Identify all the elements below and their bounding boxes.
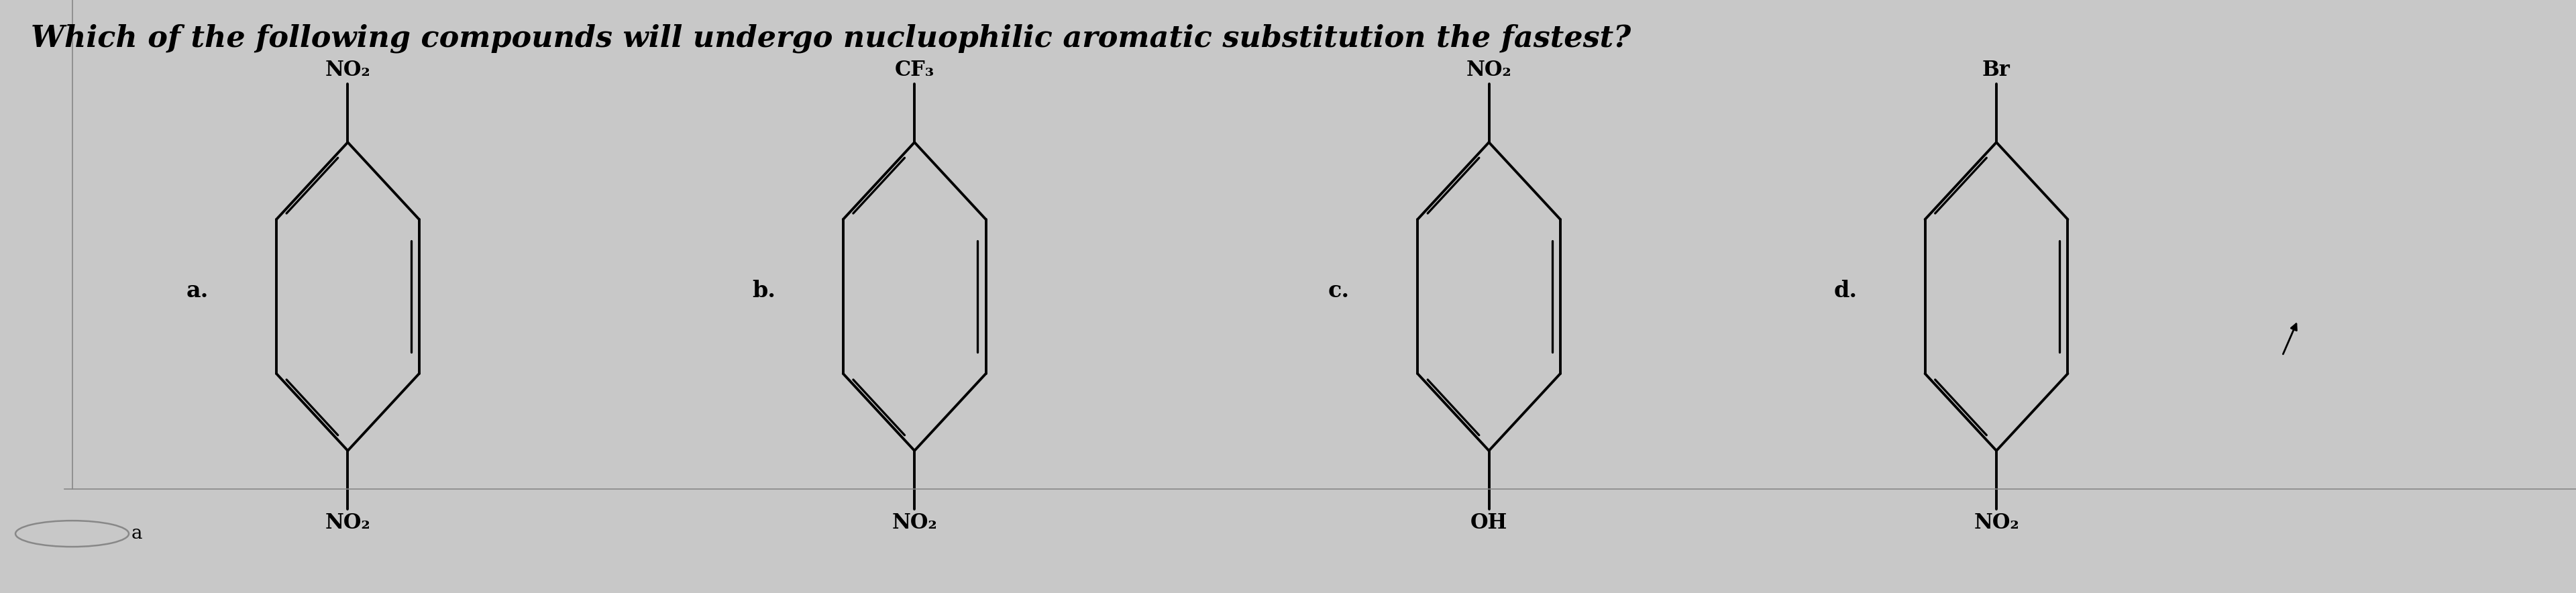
Text: Br: Br <box>1984 60 2009 81</box>
Text: a: a <box>131 525 142 543</box>
Text: OH: OH <box>1471 512 1507 533</box>
Text: Which of the following compounds will undergo nucluophilic aromatic substitution: Which of the following compounds will un… <box>31 24 1631 53</box>
Text: NO₂: NO₂ <box>1973 512 2020 533</box>
Text: NO₂: NO₂ <box>325 60 371 81</box>
Text: NO₂: NO₂ <box>891 512 938 533</box>
Text: b.: b. <box>752 279 775 302</box>
Text: c.: c. <box>1329 279 1350 302</box>
Text: CF₃: CF₃ <box>894 60 935 81</box>
Text: d.: d. <box>1834 279 1857 302</box>
Text: a.: a. <box>185 279 209 302</box>
Text: NO₂: NO₂ <box>1466 60 1512 81</box>
Text: NO₂: NO₂ <box>325 512 371 533</box>
